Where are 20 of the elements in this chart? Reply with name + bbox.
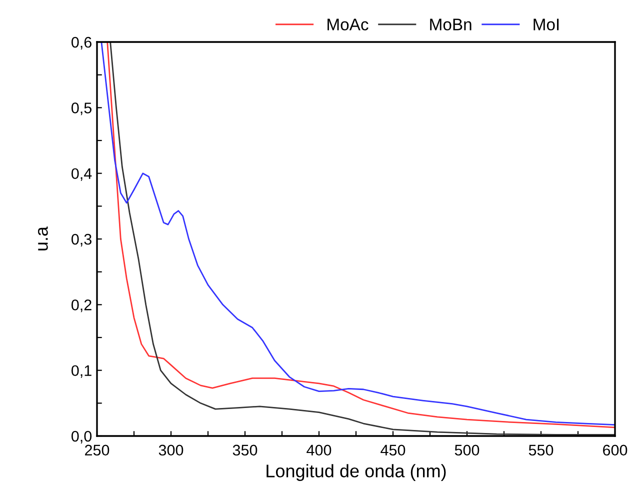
y-tick-label: 0,4 bbox=[72, 168, 92, 181]
y-tick-label: 0,2 bbox=[72, 300, 92, 312]
legend-label: MoBn bbox=[430, 18, 472, 30]
x-tick-label: 350 bbox=[232, 444, 258, 456]
y-tick-label: 0,0 bbox=[72, 430, 92, 444]
legend-label: MoAc bbox=[328, 18, 368, 30]
x-tick-label: 600 bbox=[603, 444, 628, 456]
y-tick-label: 0,6 bbox=[72, 36, 92, 50]
x-tick-label: 450 bbox=[380, 444, 406, 456]
x-tick-label: 300 bbox=[158, 444, 184, 456]
x-axis-title: Longitud de onda (nm) bbox=[266, 464, 446, 481]
y-tick-label: 0,3 bbox=[72, 234, 92, 246]
y-tick-label: 0,5 bbox=[72, 102, 92, 116]
y-axis-title: u.a bbox=[38, 226, 48, 250]
x-tick-label: 500 bbox=[454, 444, 480, 456]
legend-label: MoI bbox=[534, 18, 559, 30]
x-tick-label: 400 bbox=[306, 444, 332, 456]
x-tick-label: 550 bbox=[528, 444, 554, 456]
x-tick-label: 250 bbox=[85, 444, 110, 456]
y-tick-label: 0,1 bbox=[72, 365, 92, 378]
